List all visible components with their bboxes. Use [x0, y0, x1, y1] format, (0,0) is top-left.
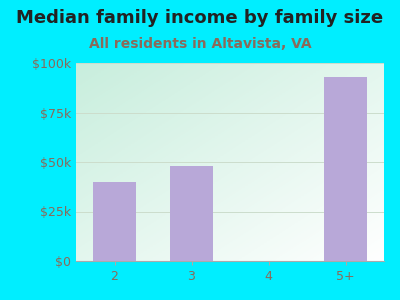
- Text: All residents in Altavista, VA: All residents in Altavista, VA: [89, 38, 311, 52]
- Bar: [170, 166, 213, 261]
- Text: Median family income by family size: Median family income by family size: [16, 9, 384, 27]
- Bar: [93, 182, 136, 261]
- Bar: [324, 77, 367, 261]
